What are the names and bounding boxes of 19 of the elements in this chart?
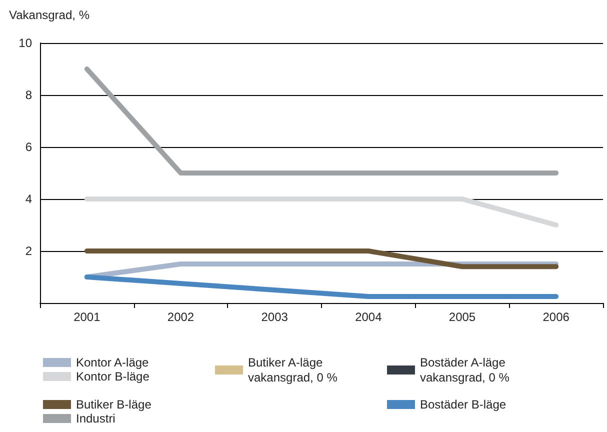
y-tick-label: 10 (18, 36, 32, 50)
x-tick-label: 2003 (261, 310, 288, 324)
y-tick-label: 8 (25, 88, 32, 102)
y-axis-title: Vakansgrad, % (9, 8, 90, 22)
y-tick-label: 4 (25, 192, 32, 206)
x-tick-label: 2002 (167, 310, 194, 324)
legend-label: Bostäder A-läge vakansgrad, 0 % (420, 356, 510, 384)
y-tick-label: 2 (25, 244, 32, 258)
x-tick-label: 2004 (355, 310, 382, 324)
legend-label: Butiker A-läge vakansgrad, 0 % (248, 356, 338, 384)
legend-label: Kontor A-läge (76, 356, 150, 370)
y-tick-label: 6 (25, 140, 32, 154)
legend-label: Butiker B-läge (76, 398, 152, 412)
legend-label: Industri (76, 412, 116, 426)
x-tick-label: 2001 (74, 310, 101, 324)
legend-label: Bostäder B-läge (420, 398, 506, 412)
x-tick-label: 2005 (448, 310, 476, 324)
legend-label: Kontor B-läge (76, 370, 150, 384)
x-tick-label: 2006 (542, 310, 570, 324)
